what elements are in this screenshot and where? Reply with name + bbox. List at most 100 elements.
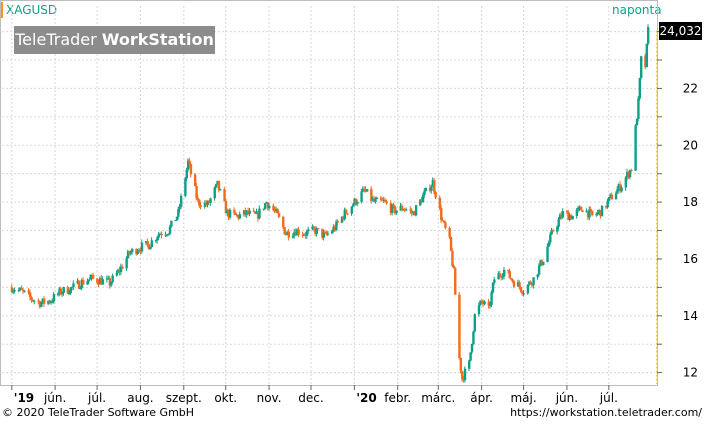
candle-body bbox=[630, 170, 633, 172]
candle-body bbox=[150, 240, 154, 248]
candle-body bbox=[205, 202, 208, 206]
candle-body bbox=[441, 219, 444, 221]
candle-body bbox=[333, 226, 337, 231]
candle-body bbox=[516, 282, 520, 287]
candle-body bbox=[297, 229, 300, 235]
candle-body bbox=[245, 210, 249, 215]
candle-body bbox=[146, 240, 149, 245]
candle-body bbox=[423, 191, 426, 196]
candle-body bbox=[86, 281, 89, 285]
candle-body bbox=[640, 56, 643, 78]
candle-body bbox=[76, 280, 79, 284]
candle-body bbox=[258, 208, 261, 219]
candle-body bbox=[578, 206, 581, 208]
candle-body bbox=[595, 214, 598, 216]
candle-body bbox=[219, 189, 222, 191]
candle-body bbox=[614, 193, 618, 200]
x-tick-label: júl. bbox=[599, 391, 618, 405]
candle-body bbox=[277, 213, 281, 217]
candle-body bbox=[395, 210, 398, 214]
candle-body bbox=[420, 199, 423, 203]
candle-body bbox=[617, 184, 621, 190]
candle-body bbox=[518, 282, 521, 288]
candle-body bbox=[624, 177, 628, 188]
candle-body bbox=[528, 281, 531, 285]
candle-body bbox=[529, 281, 532, 284]
candle-body bbox=[111, 275, 114, 283]
candle-body bbox=[431, 180, 435, 187]
y-tick-label: 18 bbox=[683, 195, 698, 209]
candle-body bbox=[497, 273, 500, 280]
candle-body bbox=[105, 278, 109, 280]
candle-body bbox=[157, 234, 161, 238]
candle-body bbox=[570, 215, 573, 220]
candle-body bbox=[196, 197, 200, 200]
candle-body bbox=[178, 206, 181, 210]
candle-body bbox=[276, 208, 279, 214]
x-tick-label: nov. bbox=[257, 391, 282, 405]
candle-body bbox=[438, 197, 442, 208]
candle-body bbox=[414, 205, 418, 216]
candle-body bbox=[588, 209, 591, 218]
candle-body bbox=[315, 228, 319, 234]
candle-body bbox=[170, 220, 173, 227]
candle-body bbox=[360, 191, 363, 202]
candle-body bbox=[27, 290, 30, 293]
candle-body bbox=[391, 204, 394, 213]
candle-body bbox=[207, 201, 211, 203]
candle-body bbox=[350, 206, 353, 214]
candle-body bbox=[330, 231, 334, 234]
candle-body bbox=[284, 234, 288, 236]
candle-body bbox=[77, 280, 81, 289]
candle-body bbox=[186, 160, 190, 170]
source-url[interactable]: https://workstation.teletrader.com/ bbox=[510, 406, 702, 419]
candle-body bbox=[235, 214, 239, 216]
candle-body bbox=[421, 195, 425, 203]
candle-body bbox=[145, 240, 148, 243]
candle-body bbox=[459, 358, 463, 372]
candle-body bbox=[382, 200, 386, 202]
candle-body bbox=[233, 209, 236, 213]
candle-body bbox=[620, 187, 623, 192]
grid bbox=[2, 6, 655, 384]
candle-body bbox=[605, 205, 608, 208]
candle-body bbox=[599, 210, 602, 217]
candle-body bbox=[179, 195, 183, 207]
candle-body bbox=[244, 210, 247, 215]
candle-body bbox=[502, 269, 506, 277]
copyright-text: © 2020 TeleTrader Software GmbH bbox=[2, 406, 195, 419]
candle-body bbox=[91, 275, 95, 279]
interval-label: naponta bbox=[612, 3, 662, 17]
candle-body bbox=[332, 226, 335, 232]
candle-body bbox=[351, 204, 355, 207]
candle-body bbox=[568, 215, 572, 220]
candle-body bbox=[12, 290, 15, 293]
candle-body bbox=[442, 220, 446, 223]
candle-body bbox=[325, 232, 328, 235]
candle-body bbox=[321, 228, 324, 238]
candle-body bbox=[47, 300, 50, 304]
price-chart[interactable]: 12 14 16 18 20 22 '19 jún. júl. aug. szept. okt. no… bbox=[0, 0, 705, 406]
candle-body bbox=[199, 205, 202, 207]
candle-body bbox=[189, 164, 193, 175]
y-tick-label: 12 bbox=[683, 366, 698, 380]
candle-body bbox=[449, 237, 453, 251]
candle-body bbox=[115, 272, 119, 276]
candle-body bbox=[42, 298, 46, 304]
candle-body bbox=[317, 228, 320, 230]
candle-body bbox=[136, 251, 140, 254]
candle-body bbox=[491, 282, 495, 293]
candle-body bbox=[248, 210, 251, 214]
candle-body bbox=[522, 293, 525, 295]
candle-body bbox=[606, 200, 609, 208]
candle-body bbox=[140, 242, 144, 252]
candle-body bbox=[542, 261, 545, 266]
candle-body bbox=[591, 210, 594, 216]
candle-body bbox=[110, 282, 113, 286]
x-tick-label: júl. bbox=[87, 391, 106, 405]
x-tick-label: '19 bbox=[14, 391, 34, 405]
candle-body bbox=[268, 205, 271, 209]
candle-body bbox=[209, 198, 212, 203]
symbol-accent-bar bbox=[0, 2, 3, 18]
candle-body bbox=[293, 231, 296, 236]
